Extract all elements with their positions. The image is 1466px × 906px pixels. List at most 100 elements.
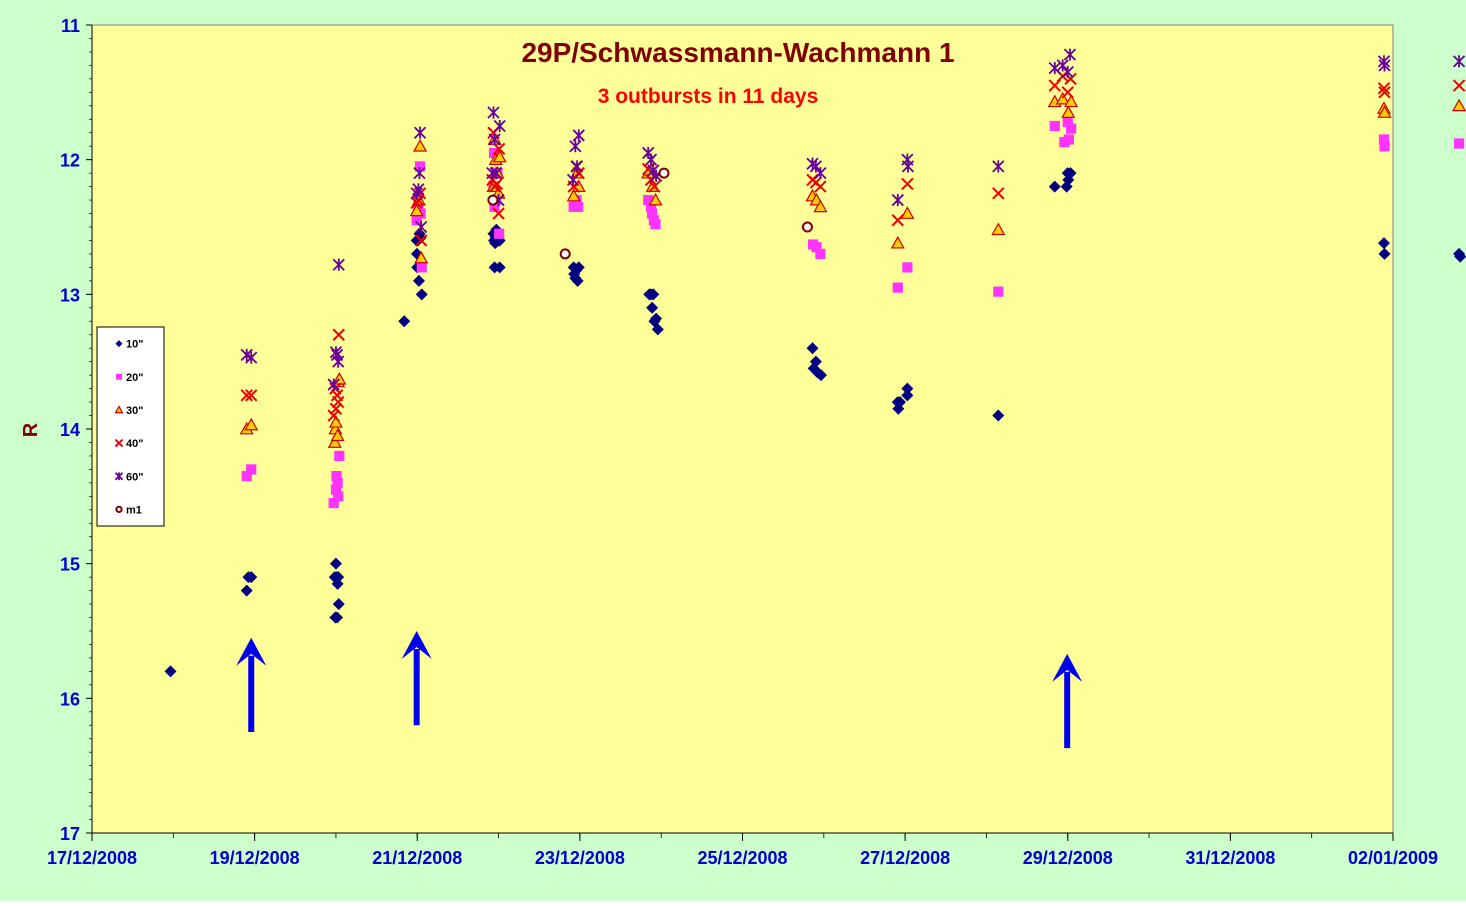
legend-label: 60" [126,471,143,483]
y-tick-label: 16 [60,689,80,709]
data-point [1452,79,1466,92]
data-point [415,288,428,301]
x-tick-label: 17/12/2008 [47,848,137,868]
arrow-head [1052,653,1083,682]
x-tick-label: 19/12/2008 [210,848,300,868]
legend-label: 40" [126,438,143,450]
data-point [327,435,342,448]
data-point [651,323,664,336]
data-point [1452,98,1466,112]
data-point [329,402,343,416]
data-point [331,577,344,590]
data-point [1452,55,1466,68]
data-point [246,464,257,475]
data-point [815,248,826,260]
legend-marker [115,340,123,348]
x-tick-label: 02/01/2009 [1348,848,1438,868]
legend-label: 20" [126,372,143,384]
legend-marker [115,505,123,514]
x-tick-label: 27/12/2008 [860,848,950,868]
data-point [487,106,500,119]
data-point [570,160,584,173]
data-point [412,274,425,287]
data-point [806,342,819,355]
data-point [164,665,177,678]
data-point [650,312,663,325]
data-point [647,288,660,301]
plot-area [91,24,1394,834]
data-point [901,160,915,173]
data-point [992,409,1005,422]
legend-label: 30" [126,405,143,417]
data-point [492,149,507,163]
data-point [892,282,903,293]
data-point [1066,123,1077,134]
data-point [1048,79,1061,92]
data-point [1061,105,1076,118]
data-point [648,192,663,206]
legend-marker [114,405,124,414]
data-point [333,491,344,502]
data-point [901,382,914,395]
data-point [572,129,585,142]
data-point [566,188,581,202]
legend-box [96,326,165,527]
data-point [648,180,661,193]
series-2 [239,91,1466,448]
data-point [490,166,503,180]
data-point [245,389,258,402]
x-tick-label: 31/12/2008 [1185,848,1275,868]
outburst-arrows [236,631,1083,749]
data-point [332,258,345,271]
data-point [489,201,500,212]
data-point [488,133,501,146]
data-point [1454,250,1466,263]
data-point [644,153,658,166]
data-point [490,177,504,191]
data-point [572,261,585,274]
series-4 [240,48,1466,391]
y-axis-label: R [20,422,42,437]
x-tick-label: 25/12/2008 [697,848,787,868]
x-tick-label: 21/12/2008 [372,848,462,868]
series-0 [164,167,1466,678]
data-point [414,161,426,172]
data-point [992,187,1005,200]
data-point [1379,141,1390,152]
data-point [1377,105,1392,118]
arrow-head [236,637,267,666]
data-point [1048,61,1061,75]
data-point [573,201,584,212]
data-point [643,194,654,206]
data-point [415,220,428,234]
arrow-head [401,631,432,659]
data-point [331,471,342,482]
data-point [410,187,423,200]
data-point [330,428,345,442]
data-point [566,173,580,187]
data-point [1377,237,1390,250]
data-point [334,450,345,462]
data-point [398,315,411,328]
chart-title: 29P/Schwassmann-Wachmann 1 [521,37,954,68]
y-tick-label: 14 [60,420,80,440]
axes: 11 12 13 14 15 16 17 17/12/2008 19/12/2008 21/12/… [47,16,1438,868]
data-point [331,395,345,409]
data-point [891,193,904,207]
data-point [414,250,429,264]
data-point [901,389,914,402]
data-point [569,140,582,153]
data-point [330,484,342,495]
data-point [813,199,828,213]
data-point [245,571,258,584]
data-point [494,228,505,239]
data-points [164,48,1466,678]
data-point [327,378,340,391]
data-point [658,167,670,179]
data-point [811,242,822,253]
data-point [645,201,657,212]
data-point [414,231,427,244]
y-tick-label: 12 [60,151,80,171]
data-point [332,571,345,584]
